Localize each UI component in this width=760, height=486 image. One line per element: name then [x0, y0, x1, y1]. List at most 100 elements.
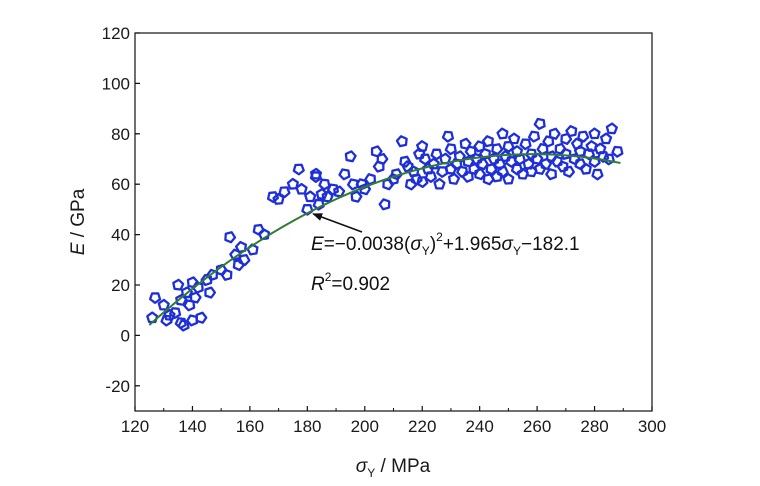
y-axis: -20 0 20 40 60 80 100 120 — [102, 24, 140, 396]
data-point — [560, 132, 573, 146]
data-point — [433, 177, 446, 190]
data-point — [496, 165, 509, 178]
data-point — [490, 170, 503, 183]
data-point — [148, 292, 162, 304]
data-point — [292, 163, 305, 176]
data-point — [605, 122, 618, 135]
data-point — [204, 286, 217, 299]
data-point — [168, 307, 182, 320]
data-point — [502, 172, 515, 185]
data-point — [591, 168, 604, 181]
data-point — [491, 143, 504, 156]
x-tick-label: 160 — [236, 417, 264, 436]
y-tick-label: 100 — [102, 74, 130, 93]
data-point — [602, 153, 615, 166]
data-point — [177, 319, 190, 332]
annotation-arrow — [312, 213, 363, 233]
data-point — [200, 273, 213, 287]
data-point — [459, 137, 472, 150]
data-point — [189, 291, 202, 304]
x-tick-label: 200 — [351, 417, 379, 436]
y-tick-label: -20 — [105, 377, 130, 396]
y-tick-label: 0 — [121, 326, 130, 345]
data-point — [611, 145, 624, 158]
fit-curve-group — [148, 153, 621, 326]
fit-curve — [148, 153, 621, 326]
data-point — [220, 268, 233, 281]
data-point — [536, 143, 549, 156]
y-tick-label: 120 — [102, 24, 130, 43]
data-point — [238, 253, 251, 267]
data-point — [266, 191, 280, 204]
data-point — [359, 183, 372, 196]
data-point — [333, 185, 346, 198]
data-point — [481, 135, 494, 148]
data-point — [309, 171, 322, 183]
x-tick-label: 180 — [293, 417, 321, 436]
data-point — [519, 138, 532, 151]
data-point — [419, 153, 432, 166]
x-tick-label: 140 — [178, 417, 206, 436]
data-point — [401, 160, 414, 173]
data-point — [278, 186, 291, 199]
data-point — [180, 286, 193, 299]
data-point — [502, 140, 515, 153]
fit-equation: E=−0.0038(σY)2+1.965σY−182.1 — [311, 230, 580, 258]
data-point — [600, 132, 613, 145]
data-point — [376, 152, 389, 166]
data-point — [424, 171, 437, 183]
x-tick-label: 260 — [523, 417, 551, 436]
data-point — [563, 165, 576, 178]
x-tick-label: 300 — [638, 417, 666, 436]
x-axis: 120 140 160 180 200 220 240 260 280 300 — [121, 406, 666, 436]
data-point — [461, 170, 474, 183]
data-point — [487, 152, 500, 165]
x-axis-title: σY / MPa — [356, 456, 431, 480]
data-point — [191, 281, 204, 294]
data-point — [370, 145, 383, 158]
y-tick-label: 60 — [111, 175, 130, 194]
data-point — [326, 183, 340, 196]
data-point — [350, 190, 363, 203]
data-point — [577, 130, 590, 143]
data-point — [508, 132, 521, 145]
data-point — [410, 173, 423, 186]
data-point — [496, 127, 509, 140]
data-point — [175, 293, 188, 306]
data-point — [163, 308, 176, 321]
data-point — [183, 299, 196, 312]
data-point — [309, 167, 323, 180]
data-point — [474, 168, 487, 181]
data-point — [533, 117, 546, 130]
data-point — [477, 158, 489, 171]
data-point — [318, 178, 331, 191]
data-point — [186, 314, 199, 327]
data-point — [556, 160, 569, 173]
data-point — [378, 198, 391, 211]
data-point — [304, 190, 317, 203]
data-point — [548, 127, 561, 140]
data-point — [588, 127, 601, 140]
data-point — [542, 135, 555, 148]
data-point — [579, 162, 592, 175]
data-point — [395, 135, 408, 148]
data-point — [485, 163, 498, 176]
x-tick-label: 120 — [121, 417, 149, 436]
data-point — [295, 182, 308, 195]
data-point — [559, 147, 572, 160]
data-point — [565, 125, 578, 138]
data-point — [364, 173, 376, 186]
data-point — [499, 150, 512, 163]
data-point — [206, 268, 218, 281]
data-point — [427, 157, 440, 170]
plot-frame — [134, 32, 653, 412]
y-tick-label: 40 — [111, 226, 130, 245]
x-tick-label: 240 — [465, 417, 493, 436]
x-tick-label: 280 — [580, 417, 608, 436]
data-point — [447, 172, 461, 185]
data-point — [338, 168, 351, 181]
data-point — [531, 152, 544, 165]
data-point — [416, 140, 429, 152]
data-points — [146, 117, 624, 332]
